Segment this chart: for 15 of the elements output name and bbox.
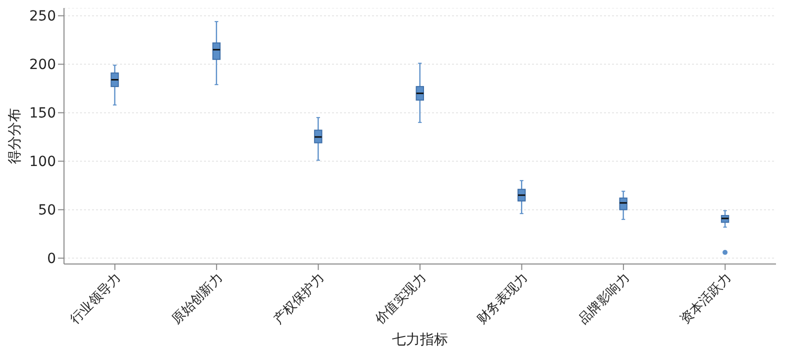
x-tick-label: 原始创新力 — [169, 270, 226, 328]
y-tick-label: 50 — [38, 202, 56, 219]
x-axis-title: 七力指标 — [392, 332, 448, 348]
y-tick-label: 200 — [29, 57, 56, 74]
x-tick-label: 产权保护力 — [271, 270, 328, 328]
x-tick-label: 价值实现力 — [372, 270, 430, 328]
y-tick-label: 250 — [29, 8, 56, 25]
x-tick-label: 财务表现力 — [474, 270, 532, 328]
x-tick-label: 品牌影响力 — [576, 270, 633, 328]
y-axis-title: 得分分布 — [6, 108, 23, 164]
x-tick-label: 资本活跃力 — [678, 270, 734, 328]
y-tick-label: 0 — [47, 251, 56, 268]
y-tick-label: 150 — [29, 106, 56, 122]
y-tick-label: 100 — [29, 154, 56, 170]
x-tick-label: 行业领导力 — [68, 270, 124, 328]
